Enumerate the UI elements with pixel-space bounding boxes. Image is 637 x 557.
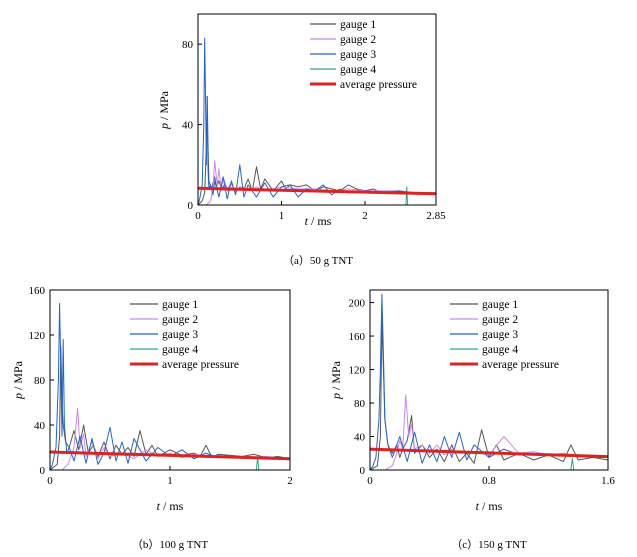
x-tick-label: 0 (367, 475, 373, 487)
y-tick-label: 80 (34, 375, 46, 387)
y-tick-label: 0 (360, 465, 366, 477)
y-tick-label: 160 (349, 331, 366, 343)
legend: gauge 1 gauge 2 gauge 3 gauge 4 average pres… (450, 299, 559, 371)
x-tick-label: 2.85 (426, 210, 446, 222)
legend-label: gauge 2 (340, 34, 376, 46)
legend-label: average pressure (340, 79, 417, 91)
figure-caption: （a）50 g TNT (283, 254, 353, 267)
series-line-average-pressure (198, 186, 436, 196)
y-tick-label: 0 (188, 200, 194, 212)
legend-label: gauge 1 (340, 19, 376, 31)
y-tick-label: 40 (182, 120, 194, 132)
plot-frame (197, 13, 437, 206)
x-tick-label: 2 (362, 210, 368, 222)
legend-label: gauge 1 (162, 299, 198, 311)
y-axis-label: p/ MPa (11, 360, 25, 400)
legend-label: gauge 4 (340, 64, 376, 76)
y-tick-label: 80 (182, 39, 194, 51)
series-line-average-pressure (370, 447, 608, 459)
legend: gauge 1 gauge 2 gauge 3 gauge 4 average pres… (130, 299, 239, 371)
figure-caption: （c）150 g TNT (451, 538, 527, 551)
legend-label: gauge 3 (482, 329, 518, 341)
series-line-average-pressure (50, 450, 290, 461)
x-axis-label: t / ms (157, 499, 184, 513)
x-tick-label: 1.6 (601, 475, 615, 487)
y-tick-label: 40 (34, 420, 46, 432)
legend-label: gauge 2 (482, 314, 518, 326)
x-tick-label: 1 (279, 210, 285, 222)
x-tick-label: 0 (195, 210, 201, 222)
figure-caption: （b）100 g TNT (132, 538, 208, 551)
y-tick-label: 200 (349, 298, 366, 310)
legend-label: gauge 1 (482, 299, 518, 311)
x-tick-label: 0 (47, 475, 53, 487)
y-axis-label: p/ MPa (157, 90, 171, 130)
legend-label: average pressure (482, 359, 559, 371)
legend: gauge 1 gauge 2 gauge 3 gauge 4 average pres… (310, 19, 417, 91)
y-tick-label: 0 (40, 465, 46, 477)
legend-label: average pressure (162, 359, 239, 371)
y-axis-label: p/ MPa (329, 360, 343, 400)
series-line-gauge-3 (198, 37, 436, 205)
legend-label: gauge 4 (482, 344, 518, 356)
x-tick-label: 0.8 (482, 475, 496, 487)
y-tick-label: 40 (354, 432, 366, 444)
x-tick-label: 1 (167, 475, 173, 487)
legend-label: gauge 4 (162, 344, 198, 356)
x-tick-label: 2 (287, 475, 293, 487)
y-tick-label: 160 (29, 285, 46, 297)
x-axis-label: t / ms (476, 499, 503, 513)
legend-label: gauge 3 (340, 49, 376, 61)
y-tick-label: 120 (29, 330, 46, 342)
legend-label: gauge 2 (162, 314, 198, 326)
y-tick-label: 80 (354, 398, 366, 410)
series-line-gauge-4 (198, 186, 436, 205)
y-tick-label: 120 (349, 365, 366, 377)
series-line-gauge-2 (198, 160, 436, 205)
legend-label: gauge 3 (162, 329, 198, 341)
x-axis-label: t / ms (305, 214, 332, 228)
